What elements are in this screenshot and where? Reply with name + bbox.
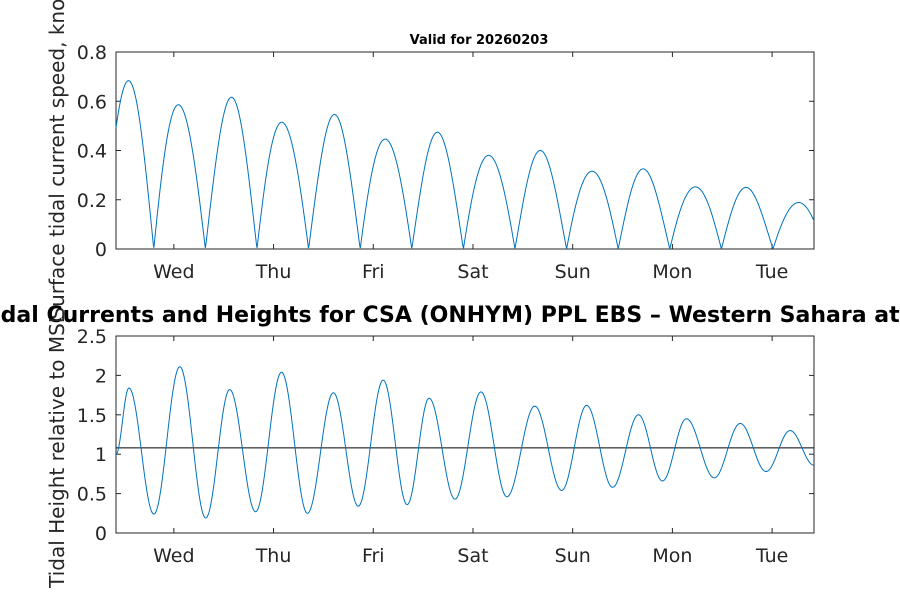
y-tick-label: 0.6 [77,91,107,113]
y-tick-label: 0.4 [77,141,107,163]
height-y-ticks: 0 0.5 1 1.5 2 2.5 [77,326,814,545]
current-x-ticks: Wed Thu Fri Sat Sun Mon Tue [153,52,788,283]
current-speed-line [115,80,815,251]
tidal-height-chart: Tidal Currents and Heights for CSA (ONHY… [0,303,900,589]
y-tick-label: 0 [95,523,107,545]
x-tick-label: Tue [755,545,788,567]
y-tick-label: 2.5 [77,326,107,348]
x-tick-label: Thu [255,545,292,567]
x-tick-label: Sat [457,261,488,283]
height-y-axis-label: Tidal Height relative to MSL [45,311,69,589]
tidal-height-line [115,366,815,519]
y-tick-label: 0 [95,239,107,261]
x-tick-label: Mon [652,261,692,283]
height-chart-axes-box [115,335,815,534]
current-speed-chart: Valid for 20260203 0 0.2 0.4 0.6 0.8 Wed Thu F… [45,0,815,320]
y-tick-label: 0.2 [77,190,107,212]
x-tick-label: Sat [457,545,488,567]
x-tick-label: Thu [255,261,292,283]
x-tick-label: Tue [755,261,788,283]
current-y-ticks: 0 0.2 0.4 0.6 0.8 [77,42,814,261]
y-tick-label: 0.5 [77,484,107,506]
height-x-ticks: Wed Thu Fri Sat Sun Mon Tue [153,336,788,567]
x-tick-label: Fri [362,545,385,567]
current-y-axis-label: Surface tidal current speed, knots [45,0,69,320]
y-tick-label: 0.8 [77,42,107,64]
y-tick-label: 1 [95,444,107,466]
x-tick-label: Wed [153,261,194,283]
height-chart-title: Tidal Currents and Heights for CSA (ONHY… [0,303,900,328]
current-chart-title: Valid for 20260203 [410,33,549,48]
x-tick-label: Sun [555,545,591,567]
x-tick-label: Mon [652,545,692,567]
current-chart-axes-box [115,51,815,250]
y-tick-label: 2 [95,365,107,387]
y-tick-label: 1.5 [77,405,107,427]
x-tick-label: Wed [153,545,194,567]
x-tick-label: Fri [362,261,385,283]
x-tick-label: Sun [555,261,591,283]
